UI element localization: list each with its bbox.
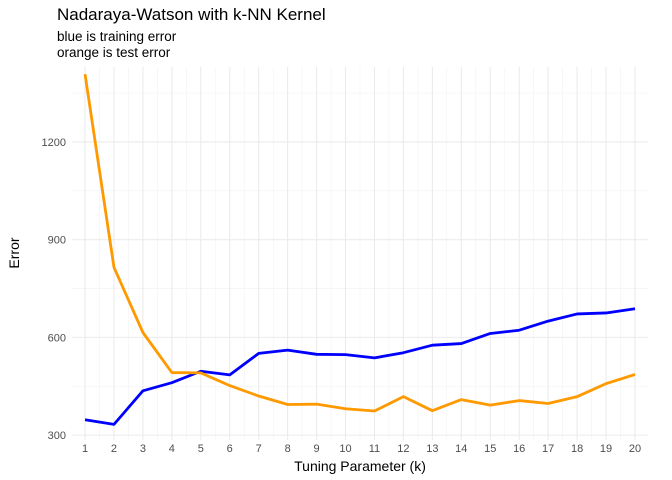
x-tick-label: 15 (484, 443, 496, 455)
x-tick-label: 2 (111, 443, 117, 455)
x-tick-label: 1 (82, 443, 88, 455)
y-tick-label: 600 (48, 332, 66, 344)
chart-subtitle: blue is training error orange is test er… (57, 29, 176, 61)
subtitle-line-training: blue is training error (57, 29, 177, 44)
y-tick-label: 300 (48, 430, 66, 442)
x-tick-label: 4 (169, 443, 175, 455)
x-tick-label: 13 (426, 443, 438, 455)
test-error-line (83, 73, 636, 413)
chart-title: Nadaraya-Watson with k-NN Kernel (57, 5, 326, 24)
series-layer (83, 73, 636, 426)
x-tick-label: 11 (369, 443, 380, 455)
y-tick-label: 900 (48, 235, 66, 247)
x-tick-label: 12 (397, 443, 409, 455)
x-tick-label: 14 (455, 443, 467, 455)
x-tick-label: 18 (571, 443, 583, 455)
x-axis-ticks: 1 2 3 4 5 6 7 8 9 10 11 12 13 14 15 16 17 18 19 20 (82, 443, 641, 455)
x-tick-label: 16 (513, 443, 525, 455)
x-tick-label: 7 (256, 443, 262, 455)
x-tick-label: 5 (198, 443, 204, 455)
y-axis-ticks: 300 600 900 1200 (42, 137, 66, 442)
training-error-line (84, 307, 636, 426)
x-tick-label: 17 (542, 443, 554, 455)
x-axis-title: Tuning Parameter (k) (294, 458, 426, 474)
x-tick-label: 20 (629, 443, 641, 455)
subtitle-line-test: orange is test error (57, 45, 171, 60)
minor-grid (72, 67, 648, 440)
major-grid (72, 67, 648, 440)
x-tick-label: 10 (339, 443, 351, 455)
x-tick-label: 9 (314, 443, 320, 455)
x-tick-label: 3 (140, 443, 146, 455)
y-axis-title: Error (6, 237, 22, 268)
y-tick-label: 1200 (42, 137, 66, 149)
x-tick-label: 8 (285, 443, 291, 455)
x-tick-label: 6 (227, 443, 233, 455)
x-tick-label: 19 (600, 443, 612, 455)
